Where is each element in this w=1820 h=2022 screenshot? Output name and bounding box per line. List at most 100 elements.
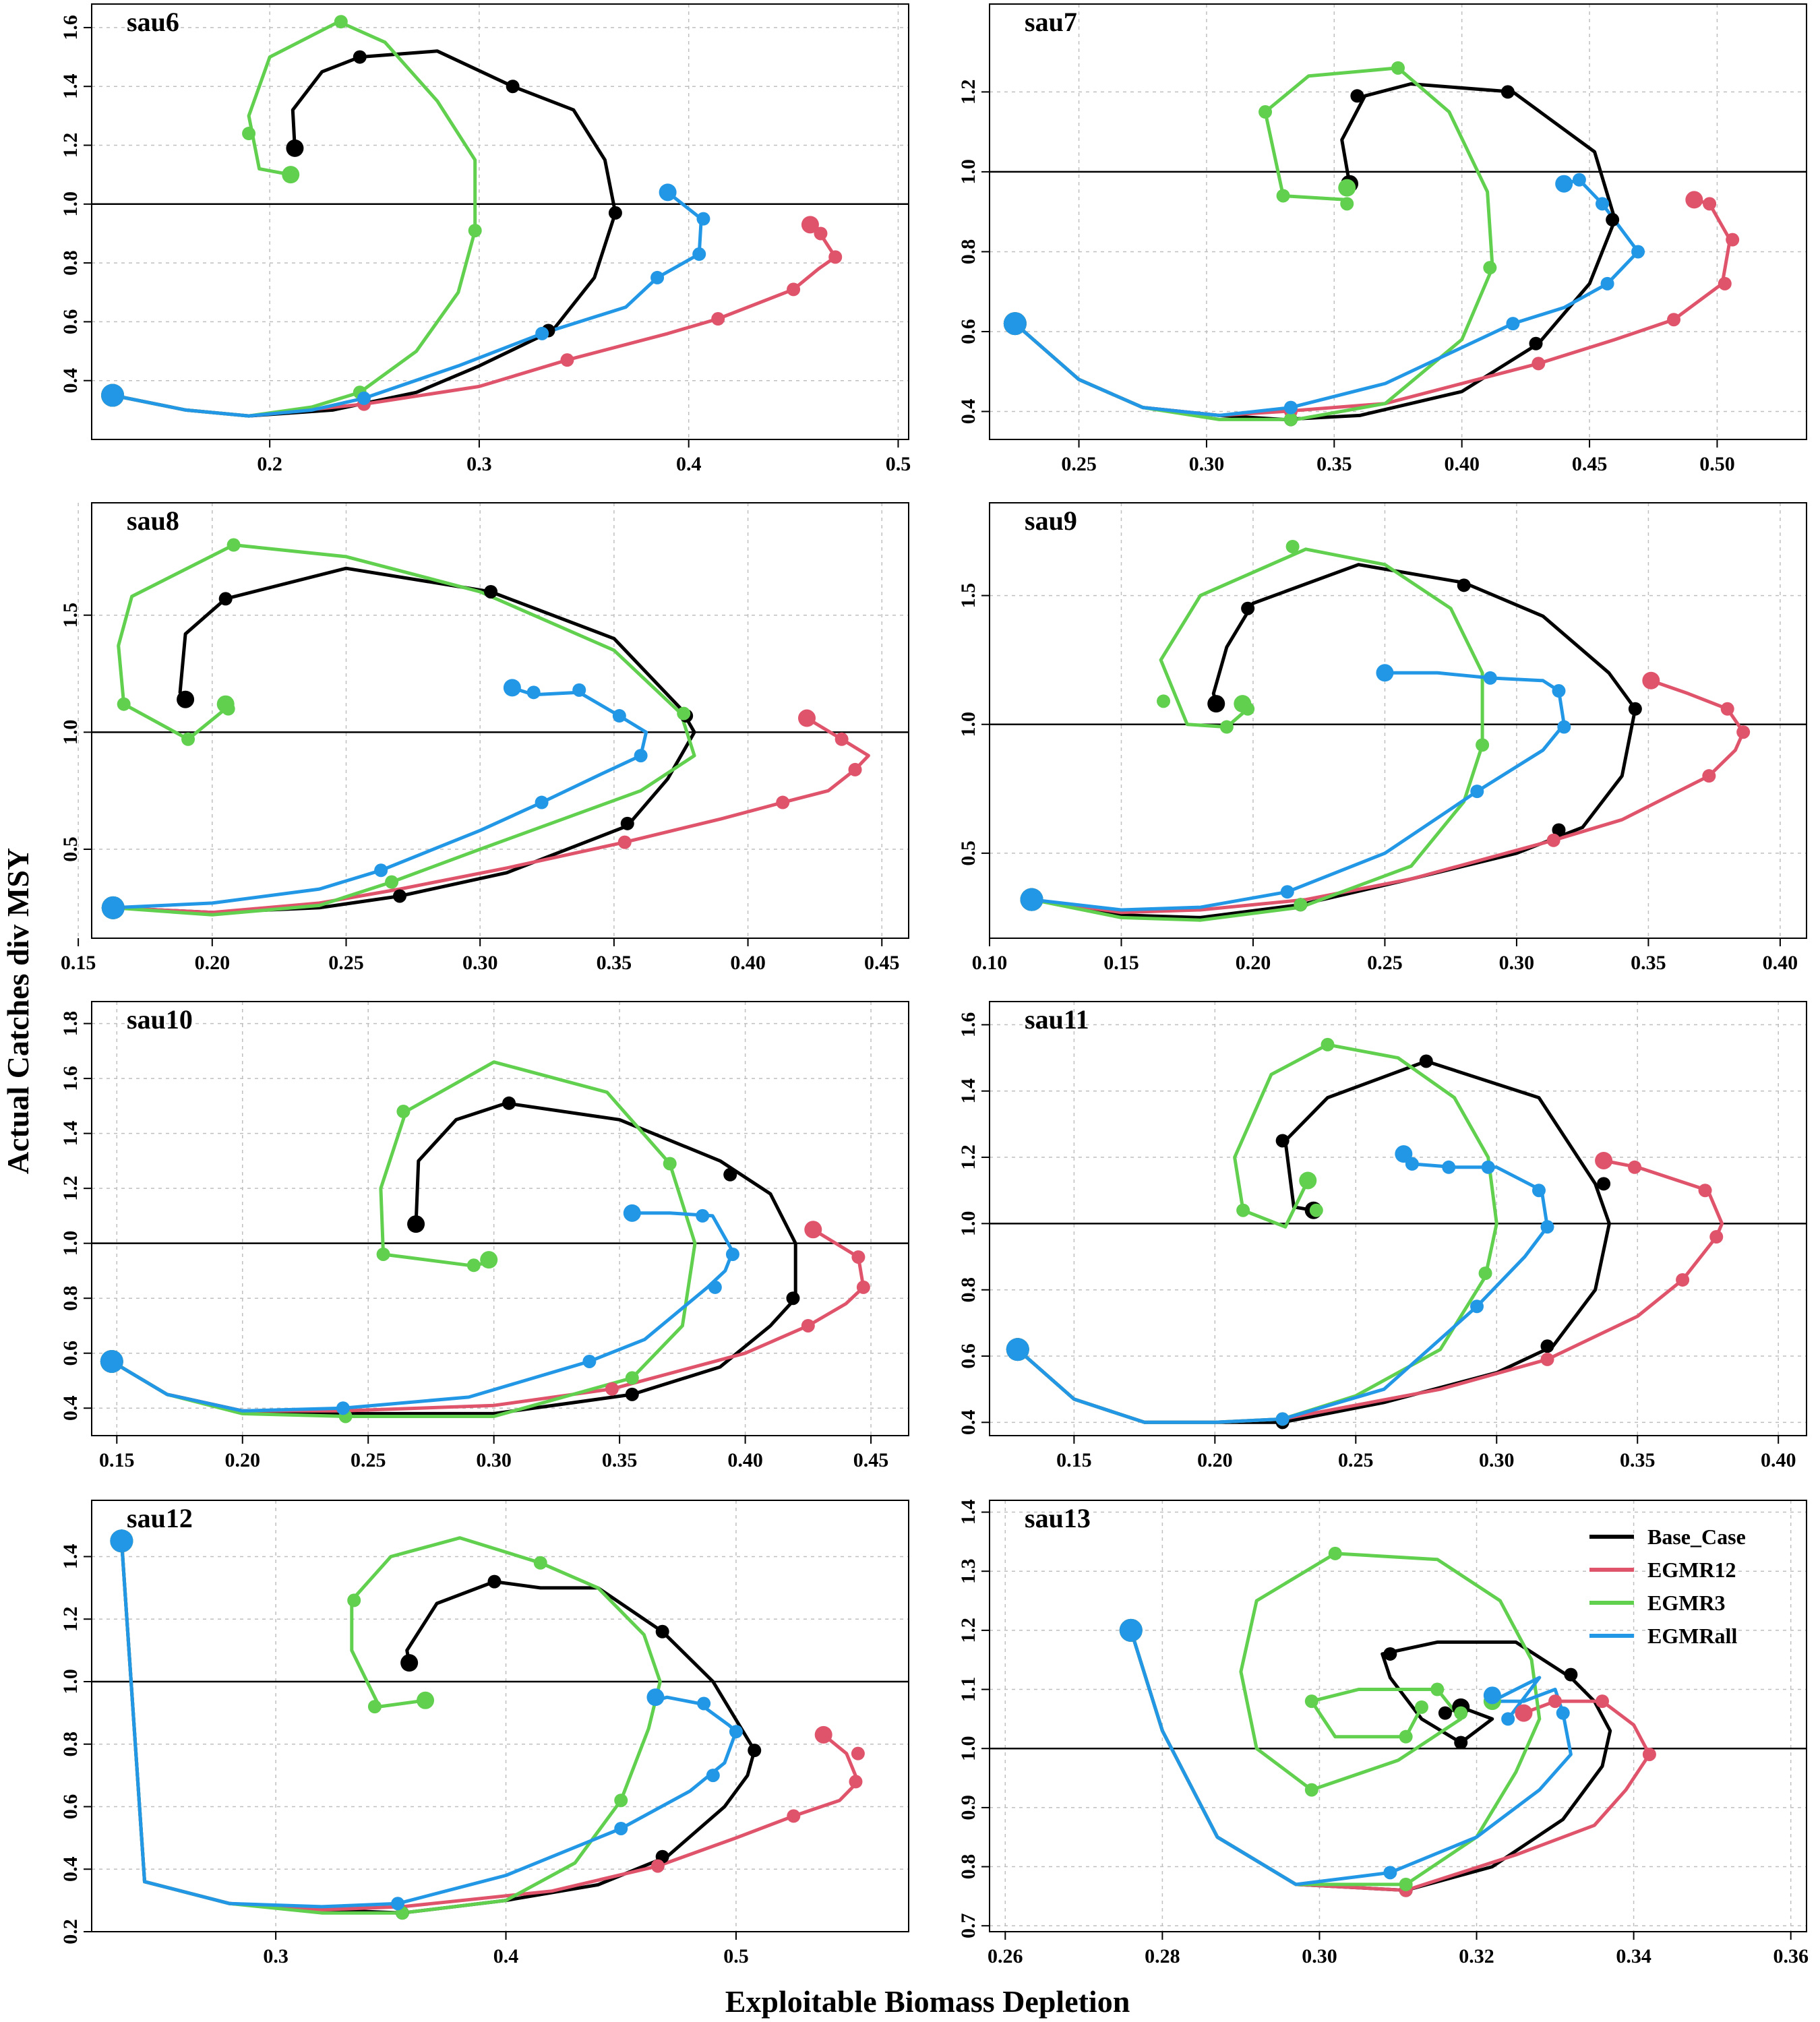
sau9-panel-title: sau9 — [1025, 506, 1077, 536]
sau13-egmrall-point — [1119, 1618, 1143, 1642]
sau6-egmrall-point — [696, 212, 710, 226]
sau8-x-tick-label: 0.20 — [195, 952, 231, 974]
sau12-panel-title: sau12 — [127, 1503, 193, 1533]
sau13-x-tick-label: 0.34 — [1616, 1945, 1651, 1967]
sau12-egmr12-line — [119, 1539, 860, 1911]
sau7-panel-title: sau7 — [1025, 7, 1077, 37]
sau11-y-tick-label: 1.4 — [957, 1078, 979, 1104]
sau8-egmr3-point — [226, 538, 241, 552]
sau12-base-case-point — [748, 1744, 762, 1758]
sau9-x-tick-label: 0.25 — [1367, 952, 1403, 974]
sau11-egmr12-point — [1676, 1273, 1690, 1287]
sau10-x-tick-label: 0.35 — [602, 1449, 638, 1471]
panels-layer: 0.2 0.3 0.4 0.50.40.60.81.01.21.41.6 sau6 0.2… — [59, 3, 1809, 1967]
sau10-y-tick-label: 1.2 — [59, 1175, 82, 1201]
sau6-y-tick-label: 1.6 — [59, 15, 82, 40]
sau9-egmrall-line — [1030, 671, 1566, 912]
sau11-egmrall-point — [1540, 1220, 1554, 1234]
sau10-plot-area — [100, 1060, 870, 1423]
sau7-x-tick-label: 0.35 — [1316, 453, 1352, 475]
sau11-y-tick-label: 1.2 — [957, 1144, 979, 1170]
sau12-egmr12-point — [650, 1859, 665, 1873]
sau13-base-case-point — [1564, 1667, 1578, 1682]
legend-item-base-case: Base_Case — [1589, 1525, 1746, 1549]
sau11-egmr12-point — [1698, 1184, 1712, 1198]
sau8-base-case-point — [484, 584, 498, 599]
sau12-x-tick-label: 0.4 — [493, 1945, 519, 1967]
sau10-y-tick-label: 1.0 — [59, 1231, 82, 1256]
sau13-base-case-line — [1129, 1628, 1612, 1893]
sau7-x-tick-label: 0.45 — [1572, 453, 1608, 475]
sau13-egmrall-line — [1129, 1628, 1573, 1887]
panel-sau6: 0.2 0.3 0.4 0.5 0.4 0.6 0.8 1.0 1.2 1.4 1.6 sau6 — [59, 3, 911, 475]
sau12-x-tick-label: 0.3 — [263, 1945, 289, 1967]
legend-label: EGMRall — [1647, 1624, 1737, 1648]
sau6-plot-frame — [91, 3, 909, 440]
sau7-egmrall-point — [1003, 312, 1027, 336]
sau11-egmrall-point — [1481, 1160, 1495, 1174]
panel-sau8: 0.15 0.20 0.25 0.30 0.35 0.40 0.45 0.5 1.0 1.5 sau… — [59, 502, 909, 974]
sau7-egmr3-point — [1338, 179, 1356, 197]
sau12-plot-frame — [91, 1500, 909, 1932]
sau9-egmrall-point — [1376, 664, 1394, 682]
sau6-egmr3-point — [242, 127, 256, 141]
panel-sau12: 0.3 0.4 0.5 0.2 0.4 0.6 0.8 1.0 1.2 1.4 sau12 — [59, 1500, 909, 1967]
sau13-base-case-point — [1383, 1647, 1397, 1661]
sau6-y-tick-label: 0.4 — [59, 368, 82, 394]
sau10-egmr3-point — [466, 1258, 481, 1273]
sau11-x-tick-label: 0.30 — [1479, 1449, 1515, 1471]
sau10-x-tick-label: 0.40 — [727, 1449, 763, 1471]
sau8-egmr12-point — [797, 709, 816, 727]
sau9-egmrall-point — [1557, 720, 1571, 734]
sau7-y-tick-label: 1.2 — [957, 80, 979, 105]
sau7-egmr3-point — [1283, 412, 1298, 427]
sau10-y-tick-label: 1.8 — [59, 1011, 82, 1037]
sau13-egmr12-point — [1596, 1694, 1609, 1709]
sau12-base-case-point — [655, 1624, 669, 1638]
sau8-egmrall-point — [374, 863, 388, 878]
sau10-egmrall-point — [100, 1349, 123, 1373]
sau11-base-case-point — [1419, 1054, 1433, 1068]
sau8-panel-title: sau8 — [127, 506, 179, 536]
sau9-egmr12-point — [1720, 702, 1734, 716]
sau7-egmr3-point — [1258, 105, 1273, 119]
sau6-base-case-point — [286, 139, 304, 157]
sau13-x-tick-label: 0.30 — [1302, 1945, 1337, 1967]
sau11-base-case-point — [1275, 1134, 1290, 1148]
sau12-egmrall-point — [706, 1769, 720, 1783]
sau10-base-case-point — [625, 1387, 639, 1401]
sau6-base-case-point — [353, 50, 367, 64]
sau12-base-case-point — [487, 1574, 502, 1589]
sau10-egmr3-point — [396, 1105, 411, 1119]
sau12-egmr12-point — [849, 1775, 863, 1789]
sau7-grid — [990, 4, 1807, 439]
sau9-egmr3-point — [1157, 694, 1171, 708]
sau12-y-tick-label: 1.2 — [59, 1606, 82, 1632]
sau12-egmr3-point — [417, 1691, 435, 1709]
sau13-egmrall-point — [1383, 1866, 1397, 1880]
sau11-egmr3-point — [1309, 1203, 1323, 1217]
sau13-base-case-point — [1454, 1736, 1468, 1750]
sau9-x-tick-label: 0.40 — [1763, 952, 1798, 974]
sau13-egmr3-point — [1304, 1783, 1318, 1797]
sau12-egmrall-line — [119, 1539, 738, 1909]
sau8-plot-area — [101, 538, 870, 919]
sau13-egmr3-point — [1399, 1877, 1413, 1891]
sau7-egmrall-point — [1283, 400, 1298, 415]
sau12-egmr3-point — [614, 1794, 628, 1808]
sau11-egmrall-point — [1275, 1412, 1290, 1426]
sau6-plot-area — [101, 15, 843, 418]
sau6-egmr3-point — [334, 15, 348, 29]
sau10-base-case-point — [407, 1215, 425, 1233]
legend-item-egmr12: EGMR12 — [1589, 1558, 1736, 1582]
sau7-egmr12-point — [1685, 191, 1703, 209]
sau12-y-tick-label: 0.2 — [59, 1919, 82, 1944]
sau9-egmr12-point — [1736, 725, 1751, 739]
sau8-base-case-point — [177, 690, 195, 708]
sau12-egmr3-point — [367, 1700, 382, 1714]
sau13-egmrall-point — [1501, 1712, 1515, 1726]
sau10-base-case-point — [723, 1167, 737, 1182]
sau6-egmrall-point — [659, 183, 677, 202]
sau9-egmr12-point — [1546, 833, 1560, 847]
sau10-x-tick-label: 0.25 — [351, 1449, 386, 1471]
